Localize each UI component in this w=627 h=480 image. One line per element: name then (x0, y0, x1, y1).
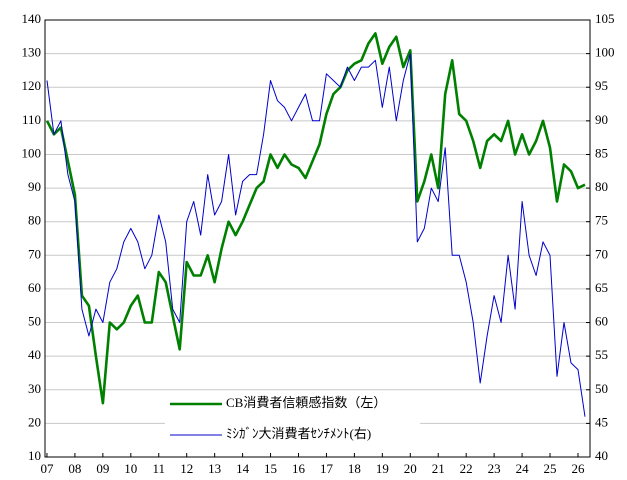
y2-tick-label: 100 (595, 45, 615, 60)
x-tick-label: 12 (180, 461, 193, 476)
x-tick-label: 14 (236, 461, 250, 476)
x-tick-label: 26 (571, 461, 585, 476)
x-tick-label: 15 (264, 461, 277, 476)
y-tick-label: 120 (22, 78, 42, 93)
y-tick-label: 60 (28, 280, 41, 295)
x-tick-label: 22 (460, 461, 473, 476)
x-tick-label: 24 (516, 461, 530, 476)
y-tick-label: 30 (28, 381, 41, 396)
y2-tick-label: 40 (595, 448, 608, 463)
y2-tick-label: 45 (595, 414, 608, 429)
x-tick-label: 07 (40, 461, 54, 476)
y2-tick-label: 55 (595, 347, 608, 362)
y2-tick-label: 95 (595, 78, 608, 93)
y-tick-label: 50 (28, 314, 41, 329)
x-tick-label: 23 (488, 461, 501, 476)
x-tick-label: 20 (404, 461, 417, 476)
y-tick-label: 80 (28, 213, 41, 228)
x-tick-label: 13 (208, 461, 221, 476)
plot-border (44, 19, 591, 458)
y-tick-label: 100 (22, 145, 42, 160)
x-tick-label: 11 (152, 461, 165, 476)
legend: CB消費者信頼感指数（左） ﾐｼｶﾞﾝ大消費者ｾﾝﾁﾒﾝﾄ(右) (165, 392, 420, 448)
y-tick-label: 140 (22, 11, 42, 26)
x-tick-label: 16 (292, 461, 306, 476)
y2-tick-label: 85 (595, 145, 608, 160)
x-tick-label: 25 (544, 461, 557, 476)
y2-tick-label: 70 (595, 246, 608, 261)
series-line (46, 53, 586, 417)
legend-label: CB消費者信頼感指数（左） (226, 395, 386, 410)
x-tick-label: 10 (124, 461, 137, 476)
legend-label: ﾐｼｶﾞﾝ大消費者ｾﾝﾁﾒﾝﾄ(右) (226, 426, 371, 441)
y-tick-label: 40 (28, 347, 41, 362)
y-tick-label: 90 (28, 179, 41, 194)
plot-area (45, 20, 590, 457)
x-tick-label: 17 (320, 461, 334, 476)
y-tick-label: 10 (28, 448, 41, 463)
y2-tick-label: 65 (595, 280, 608, 295)
x-tick-label: 09 (96, 461, 109, 476)
y2-tick-label: 80 (595, 179, 608, 194)
x-tick-label: 08 (68, 461, 81, 476)
y-tick-label: 130 (22, 45, 42, 60)
y2-tick-label: 75 (595, 213, 608, 228)
y2-tick-label: 90 (595, 112, 608, 127)
y2-tick-label: 50 (595, 381, 608, 396)
x-tick-label: 19 (376, 461, 389, 476)
legend-box (165, 392, 420, 448)
y2-tick-label: 105 (595, 11, 615, 26)
y-tick-label: 20 (28, 414, 41, 429)
series-line (45, 32, 586, 405)
x-tick-label: 18 (348, 461, 361, 476)
y2-tick-label: 60 (595, 314, 608, 329)
y-tick-label: 70 (28, 246, 41, 261)
x-tick-label: 21 (432, 461, 445, 476)
y-tick-label: 110 (22, 112, 41, 127)
